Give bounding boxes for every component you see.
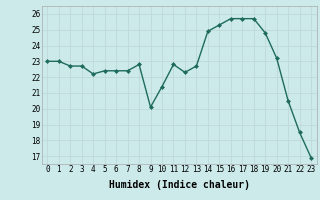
X-axis label: Humidex (Indice chaleur): Humidex (Indice chaleur): [109, 180, 250, 190]
